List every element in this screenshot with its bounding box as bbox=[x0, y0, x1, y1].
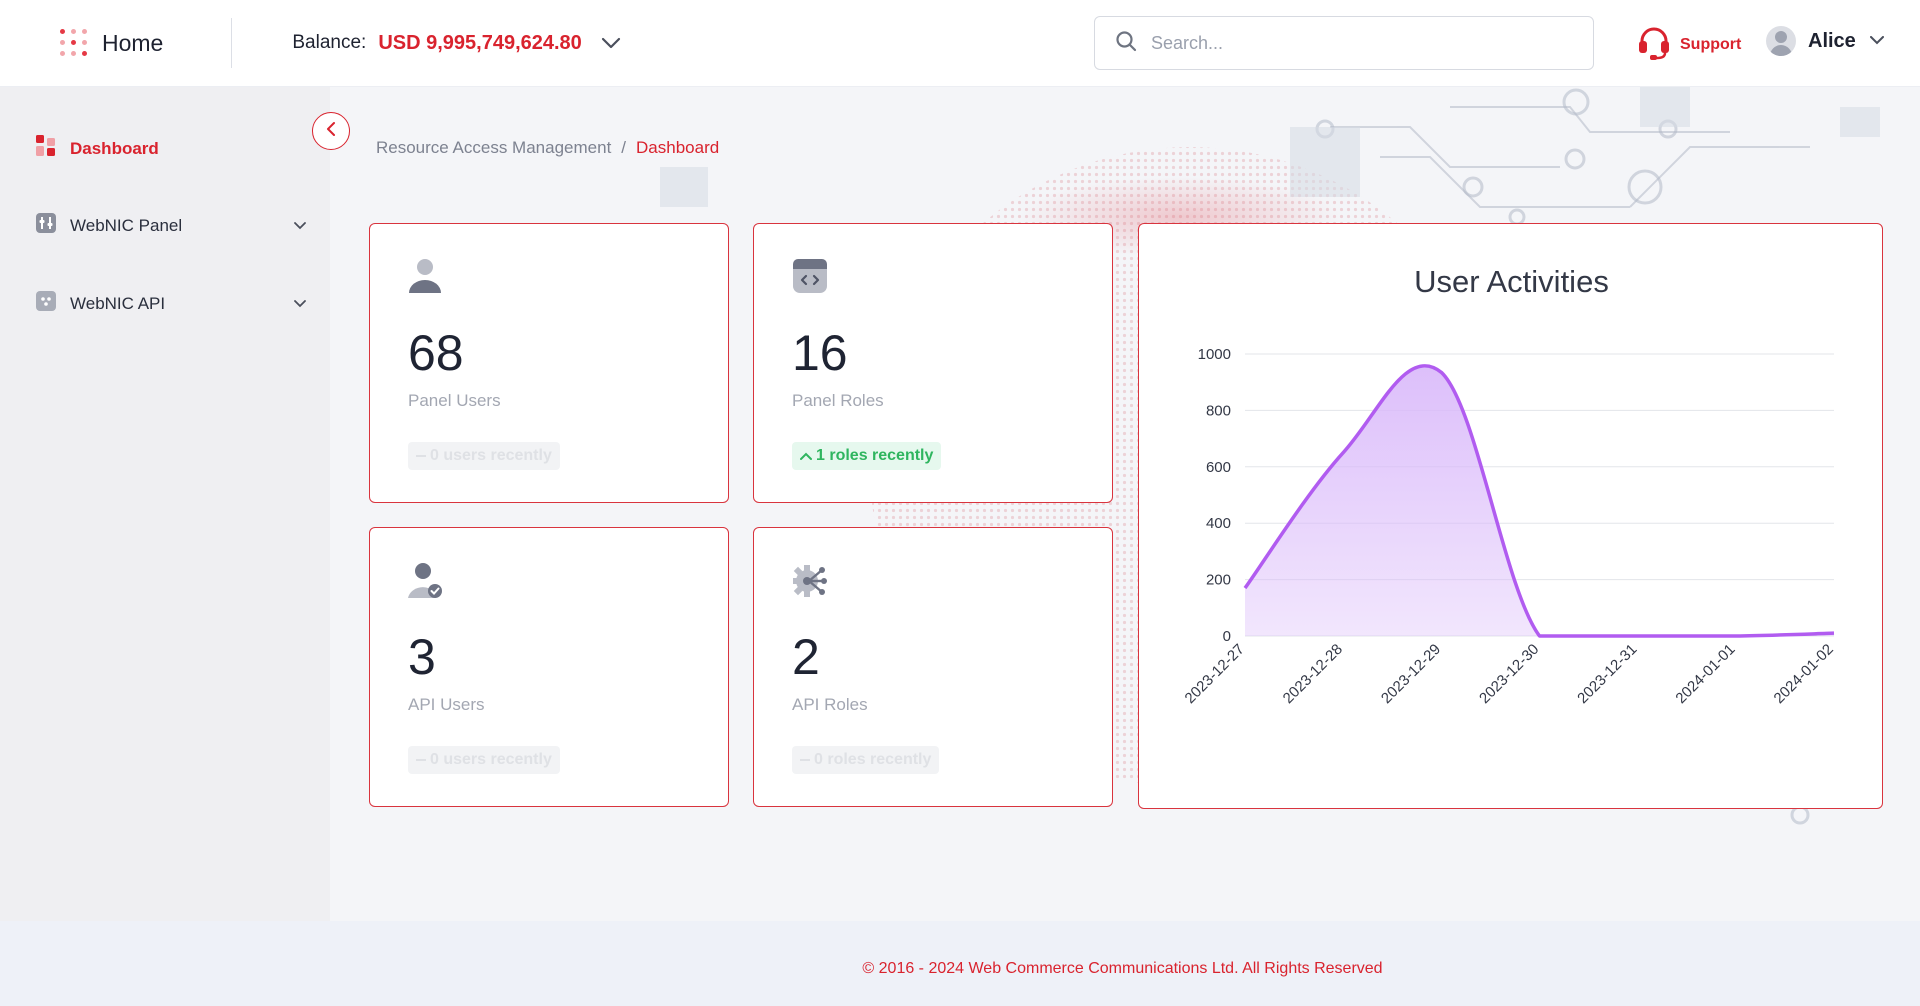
dashboard-icon bbox=[36, 135, 56, 162]
user-menu[interactable]: Alice bbox=[1766, 26, 1884, 56]
panel-icon bbox=[36, 213, 56, 238]
stat-label: Panel Users bbox=[408, 391, 501, 410]
x-tick-label: 2023-12-27 bbox=[1182, 641, 1248, 707]
avatar[interactable] bbox=[1766, 26, 1796, 56]
x-tick-label: 2024-01-02 bbox=[1771, 641, 1837, 707]
chart-title: User Activities bbox=[1414, 264, 1609, 299]
x-tick-label: 2023-12-31 bbox=[1574, 641, 1640, 707]
trend-badge: 0 users recently bbox=[408, 442, 560, 470]
collapse-sidebar-button[interactable] bbox=[312, 112, 350, 150]
dash-icon bbox=[416, 455, 426, 457]
home-link[interactable]: Home bbox=[60, 29, 163, 57]
stat-card-api-roles[interactable]: 2 API Roles 0 roles recently bbox=[753, 527, 1113, 807]
stat-value: 3 bbox=[408, 629, 436, 685]
y-tick-label: 1000 bbox=[1198, 346, 1231, 363]
user-activities-chart-card: User Activities 0 200 400 600 800 1000 2023-12… bbox=[1138, 223, 1883, 809]
x-tick-label: 2024-01-01 bbox=[1672, 641, 1738, 707]
trend-badge-text: 0 users recently bbox=[430, 751, 552, 768]
x-tick-label: 2023-12-29 bbox=[1378, 641, 1444, 707]
headset-icon bbox=[1636, 24, 1672, 65]
gear-share-icon bbox=[792, 562, 830, 605]
breadcrumb-current: Dashboard bbox=[636, 138, 720, 157]
user-icon bbox=[408, 258, 442, 299]
series-line bbox=[1243, 364, 1835, 638]
series-area bbox=[1245, 365, 1834, 636]
dash-icon bbox=[416, 759, 426, 761]
api-icon bbox=[36, 291, 56, 316]
breadcrumb-parent[interactable]: Resource Access Management bbox=[376, 138, 612, 157]
arrow-up-icon bbox=[800, 452, 812, 460]
footer bbox=[0, 921, 1920, 1006]
trend-badge-text: 0 users recently bbox=[430, 447, 552, 464]
dash-icon bbox=[800, 759, 810, 761]
stat-value: 68 bbox=[408, 325, 464, 381]
stat-card-panel-users[interactable]: 68 Panel Users 0 users recently bbox=[369, 223, 729, 503]
header-divider bbox=[231, 18, 233, 68]
stat-label: API Roles bbox=[792, 695, 868, 714]
y-tick-label: 0 bbox=[1223, 628, 1231, 645]
balance-label: Balance: bbox=[292, 32, 367, 53]
y-tick-label: 200 bbox=[1206, 572, 1231, 589]
stat-card-panel-roles[interactable]: 16 Panel Roles 1 roles recently bbox=[753, 223, 1113, 503]
chevron-down-icon[interactable] bbox=[294, 217, 306, 235]
stat-label: Panel Roles bbox=[792, 391, 884, 410]
y-tick-label: 400 bbox=[1206, 515, 1231, 532]
sidebar-item-label[interactable]: WebNIC Panel bbox=[70, 215, 183, 235]
balance-value: USD 9,995,749,624.80 bbox=[378, 31, 582, 54]
app-grid-icon[interactable] bbox=[60, 29, 88, 57]
stat-value: 16 bbox=[792, 325, 848, 381]
y-tick-label: 600 bbox=[1206, 459, 1231, 476]
chevron-down-icon[interactable] bbox=[600, 32, 622, 54]
chevron-down-icon[interactable] bbox=[294, 295, 306, 313]
x-tick-label: 2023-12-30 bbox=[1476, 641, 1542, 707]
breadcrumb-separator: / bbox=[621, 138, 627, 157]
trend-badge: 0 users recently bbox=[408, 746, 560, 774]
trend-badge-text: 0 roles recently bbox=[814, 751, 932, 768]
home-label[interactable]: Home bbox=[102, 29, 164, 56]
sidebar-item-webnic-panel[interactable]: WebNIC Panel bbox=[36, 213, 306, 238]
trend-badge: 0 roles recently bbox=[792, 746, 940, 774]
breadcrumb: Resource Access Management / Dashboard bbox=[376, 138, 719, 158]
sidebar-item-label[interactable]: Dashboard bbox=[70, 138, 159, 158]
sidebar-item-webnic-api[interactable]: WebNIC API bbox=[36, 291, 306, 316]
stat-label: API Users bbox=[408, 695, 485, 714]
chevron-down-icon[interactable] bbox=[1869, 32, 1884, 50]
search-input[interactable] bbox=[1151, 32, 1571, 54]
sidebar: Dashboard WebNIC Panel WebNIC API bbox=[0, 87, 330, 921]
search-icon bbox=[1115, 30, 1137, 57]
balance-display: Balance: USD 9,995,749,624.80 bbox=[292, 32, 621, 55]
y-tick-label: 800 bbox=[1206, 402, 1231, 419]
user-name[interactable]: Alice bbox=[1808, 29, 1856, 52]
user-activities-chart: 0 200 400 600 800 1000 2023-12-27 2023-12-28 202… bbox=[1182, 346, 1837, 707]
sidebar-item-label[interactable]: WebNIC API bbox=[70, 293, 166, 313]
footer-copyright: © 2016 - 2024 Web Commerce Communication… bbox=[862, 960, 1383, 977]
sidebar-item-dashboard[interactable]: Dashboard bbox=[36, 135, 306, 162]
support-link[interactable]: Support bbox=[1636, 24, 1741, 65]
code-window-icon bbox=[792, 258, 828, 299]
support-label[interactable]: Support bbox=[1680, 35, 1742, 53]
search-box[interactable] bbox=[1094, 16, 1594, 70]
top-header: Home Balance: USD 9,995,749,624.80 Suppo… bbox=[0, 0, 1920, 87]
stat-value: 2 bbox=[792, 629, 820, 685]
x-tick-label: 2023-12-28 bbox=[1280, 641, 1346, 707]
chevron-left-icon bbox=[326, 121, 336, 142]
trend-badge-text: 1 roles recently bbox=[816, 447, 934, 464]
stat-card-api-users[interactable]: 3 API Users 0 users recently bbox=[369, 527, 729, 807]
trend-badge: 1 roles recently bbox=[792, 442, 942, 470]
user-check-icon bbox=[408, 562, 444, 605]
